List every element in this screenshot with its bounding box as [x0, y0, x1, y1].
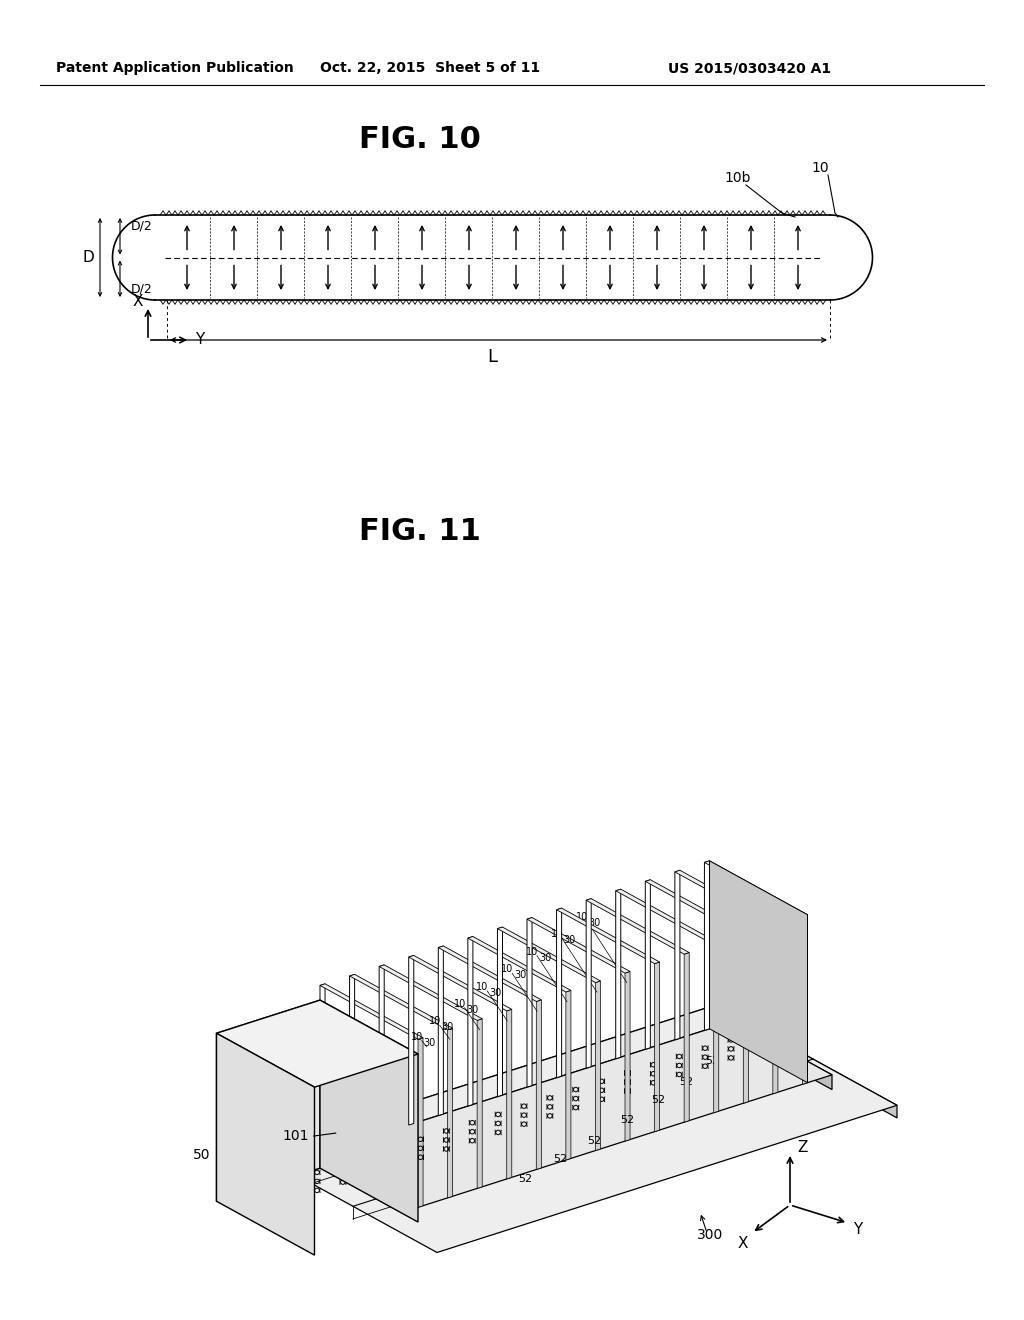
- Polygon shape: [507, 1010, 512, 1179]
- Text: 30: 30: [489, 987, 502, 998]
- Text: 52: 52: [588, 1137, 601, 1146]
- Polygon shape: [319, 1001, 418, 1222]
- Text: L: L: [487, 348, 498, 366]
- Polygon shape: [255, 1006, 897, 1253]
- Text: 52: 52: [737, 1024, 752, 1035]
- Polygon shape: [527, 917, 532, 1088]
- Text: 52: 52: [651, 1096, 666, 1105]
- Polygon shape: [557, 908, 659, 964]
- Text: 10: 10: [526, 946, 539, 957]
- Text: FIG. 11: FIG. 11: [359, 517, 481, 546]
- Polygon shape: [379, 965, 384, 1134]
- Polygon shape: [705, 861, 808, 916]
- Text: Y: Y: [853, 1221, 862, 1237]
- Polygon shape: [675, 870, 680, 1040]
- Text: 50: 50: [193, 1148, 210, 1162]
- Polygon shape: [705, 861, 710, 1031]
- Text: 101: 101: [283, 1129, 309, 1143]
- Polygon shape: [409, 956, 414, 1125]
- Polygon shape: [255, 1006, 715, 1166]
- Polygon shape: [438, 946, 443, 1115]
- Polygon shape: [438, 946, 542, 1002]
- Text: US 2015/0303420 A1: US 2015/0303420 A1: [669, 61, 831, 75]
- Polygon shape: [537, 999, 542, 1170]
- Polygon shape: [216, 1034, 314, 1255]
- Text: 52: 52: [679, 1077, 693, 1088]
- Text: 30: 30: [467, 1005, 479, 1015]
- Text: 30: 30: [514, 970, 526, 981]
- Text: 10b: 10b: [725, 172, 752, 185]
- Text: 30: 30: [564, 935, 577, 945]
- Text: Y: Y: [196, 333, 205, 347]
- Polygon shape: [675, 870, 778, 925]
- Polygon shape: [379, 965, 482, 1020]
- Text: 30: 30: [441, 1022, 454, 1032]
- Polygon shape: [447, 1028, 453, 1197]
- Text: 300: 300: [697, 1228, 723, 1242]
- Polygon shape: [710, 861, 808, 1082]
- Polygon shape: [715, 1006, 897, 1118]
- Polygon shape: [654, 962, 659, 1131]
- Text: 30: 30: [424, 1038, 436, 1048]
- Polygon shape: [773, 924, 778, 1094]
- Polygon shape: [468, 936, 571, 993]
- Text: Oct. 22, 2015  Sheet 5 of 11: Oct. 22, 2015 Sheet 5 of 11: [319, 61, 540, 75]
- Polygon shape: [684, 953, 689, 1122]
- Text: 10: 10: [476, 982, 488, 991]
- Text: 10: 10: [429, 1016, 440, 1026]
- Polygon shape: [734, 1020, 831, 1089]
- Text: 10: 10: [811, 161, 828, 176]
- Text: 52: 52: [553, 1154, 567, 1164]
- Text: X: X: [737, 1236, 749, 1250]
- Text: 30: 30: [589, 917, 601, 928]
- Polygon shape: [595, 981, 600, 1151]
- Polygon shape: [498, 927, 503, 1097]
- Polygon shape: [319, 1020, 831, 1208]
- Text: 52: 52: [621, 1115, 635, 1125]
- Text: 30: 30: [539, 953, 551, 962]
- Polygon shape: [319, 983, 325, 1154]
- Polygon shape: [743, 933, 749, 1104]
- Polygon shape: [349, 974, 354, 1144]
- Polygon shape: [216, 1001, 418, 1088]
- Polygon shape: [803, 915, 808, 1084]
- Text: FIG. 10: FIG. 10: [359, 125, 481, 154]
- Text: 10: 10: [575, 912, 588, 921]
- Polygon shape: [349, 974, 453, 1030]
- Polygon shape: [477, 1019, 482, 1188]
- Text: 52: 52: [518, 1175, 532, 1184]
- Text: 10: 10: [501, 965, 513, 974]
- Polygon shape: [714, 942, 719, 1113]
- Text: 52: 52: [706, 1056, 719, 1067]
- Text: X: X: [133, 294, 143, 309]
- Polygon shape: [586, 899, 591, 1068]
- Polygon shape: [645, 879, 749, 936]
- Polygon shape: [625, 972, 630, 1140]
- Polygon shape: [468, 936, 473, 1106]
- Text: 10: 10: [551, 929, 563, 939]
- Text: D/2: D/2: [131, 219, 153, 232]
- Text: 10: 10: [454, 999, 466, 1008]
- Polygon shape: [319, 1020, 734, 1168]
- Polygon shape: [557, 908, 561, 1077]
- Polygon shape: [319, 983, 423, 1039]
- Polygon shape: [586, 899, 689, 954]
- Text: Patent Application Publication: Patent Application Publication: [56, 61, 294, 75]
- Polygon shape: [566, 990, 571, 1160]
- Polygon shape: [498, 927, 600, 982]
- Text: Z: Z: [798, 1139, 808, 1155]
- Polygon shape: [216, 1001, 319, 1201]
- Polygon shape: [615, 890, 719, 945]
- Text: D: D: [82, 249, 94, 265]
- Text: 10: 10: [411, 1032, 423, 1041]
- Polygon shape: [645, 879, 650, 1049]
- Text: D/2: D/2: [131, 282, 153, 296]
- Polygon shape: [409, 956, 512, 1011]
- Polygon shape: [615, 890, 621, 1059]
- Polygon shape: [527, 917, 630, 973]
- Polygon shape: [418, 1038, 423, 1208]
